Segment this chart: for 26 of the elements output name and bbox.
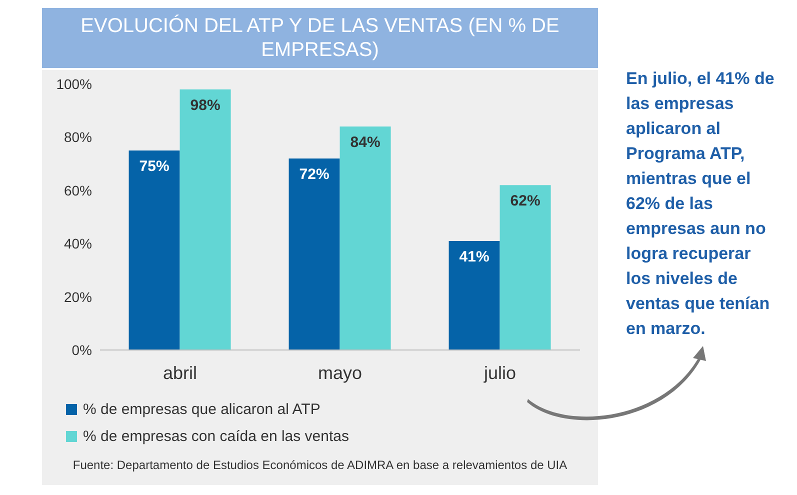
bar: [128, 150, 180, 350]
data-label: 72%: [299, 166, 330, 184]
bar: [288, 158, 340, 350]
data-label: 62%: [510, 192, 540, 210]
data-label: 75%: [139, 158, 170, 176]
y-tick-label: 40%: [64, 236, 92, 252]
bar: [340, 126, 391, 350]
y-tick-label: 80%: [64, 129, 92, 146]
y-tick-label: 0%: [72, 342, 92, 358]
bar: [448, 240, 500, 350]
y-tick-label: 20%: [64, 288, 92, 305]
legend-label: % de empresas que alicaron al ATP: [83, 400, 320, 420]
bar: [500, 185, 551, 350]
x-tick-label: abril: [162, 362, 198, 383]
bar: [180, 89, 231, 350]
y-tick-label: 60%: [64, 182, 92, 198]
text: En julio, el 41% de las empresas aplicaron al Programa ATP, mientras que el 62% de las empresas aun no logra recuperar los niveles de ventas que tenían en marzo.: [626, 69, 774, 338]
x-tick-label: julio: [482, 362, 516, 383]
data-label: 84%: [350, 134, 380, 152]
y-tick-label: 100%: [56, 76, 92, 92]
source-note: Fuente: Departamento de Estudios Económicos de ADIMRA en base a relevamientos de UIA: [72, 458, 568, 472]
x-tick-label: mayo: [318, 362, 362, 383]
legend-label: % de empresas con caída en las ventas: [83, 427, 349, 447]
chart-title: EVOLUCIÓN DEL ATP Y DE LAS VENTAS (EN % DE EMPRESAS): [42, 8, 598, 68]
data-label: 98%: [190, 96, 220, 114]
data-label: 41%: [459, 248, 490, 266]
